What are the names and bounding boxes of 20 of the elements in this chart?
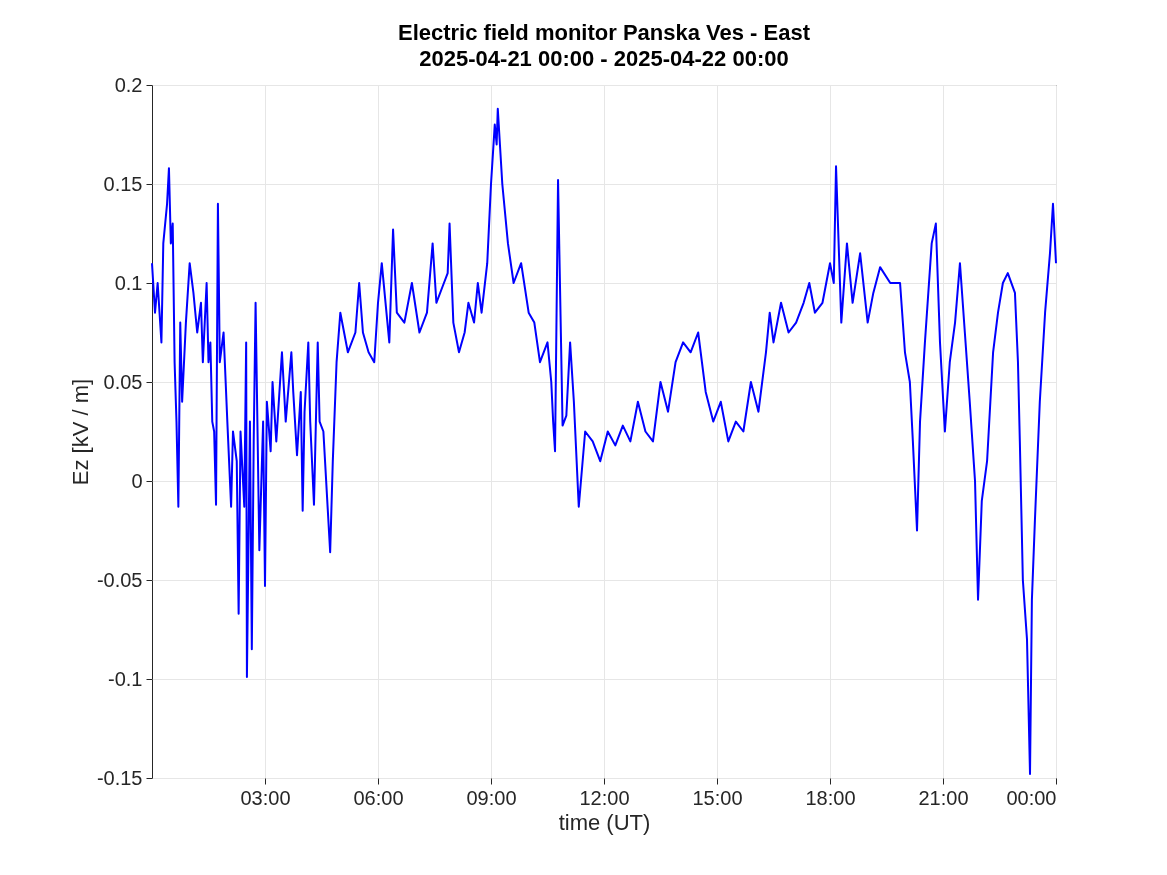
y-tick-label: 0.05 [103, 370, 143, 393]
x-tick-label: 18:00 [805, 786, 856, 809]
chart-subtitle: 2025-04-21 00:00 - 2025-04-22 00:00 [419, 46, 789, 71]
x-tick-label: 15:00 [692, 786, 743, 809]
y-tick-label: -0.15 [96, 766, 143, 789]
y-axis-title: Ez [kV / m] [67, 378, 93, 486]
chart-title: Electric field monitor Panska Ves - East [397, 20, 811, 45]
x-tick-label: 09:00 [466, 786, 517, 809]
x-tick-label: 03:00 [240, 786, 291, 809]
x-tick-label: 06:00 [353, 786, 404, 809]
x-tick-label: 21:00 [918, 786, 969, 809]
y-tick-label: -0.05 [96, 568, 143, 591]
x-axis-title: time (UT) [558, 809, 651, 835]
y-tick-label: 0.15 [103, 172, 143, 195]
x-tick-label: 12:00 [579, 786, 630, 809]
y-tick-label: 0 [131, 469, 143, 492]
x-tick-label: 00:00 [1006, 786, 1057, 809]
y-tick-label: 0.2 [114, 73, 143, 96]
y-tick-label: -0.1 [108, 667, 143, 690]
y-tick-label: 0.1 [114, 271, 143, 294]
